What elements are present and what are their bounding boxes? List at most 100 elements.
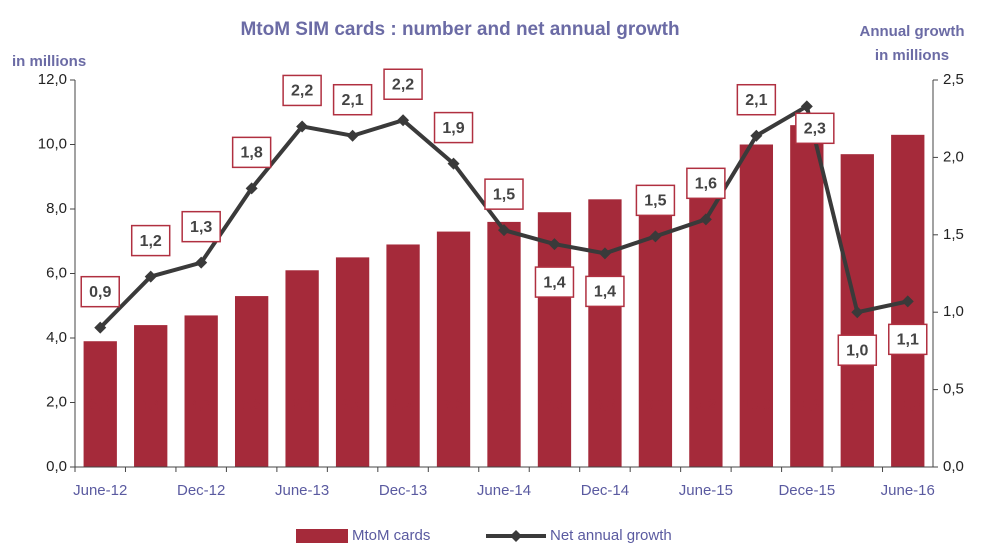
marker [498, 224, 510, 237]
bar-label: 7,6 [494, 396, 515, 413]
line-label: 2,1 [341, 92, 363, 109]
label-box [80, 275, 120, 308]
bar [487, 221, 521, 467]
marker [750, 129, 763, 142]
bar-label: 3,9 [90, 396, 111, 413]
bar-label: 7,9 [544, 396, 565, 413]
bar-label: 9,7 [847, 396, 868, 413]
y2-tick-label: 0,5 [943, 381, 964, 398]
bar [134, 325, 168, 467]
y2-tick-label: 2,5 [943, 71, 964, 88]
x-tick-label: Dec-13 [379, 482, 427, 499]
y2-axis-title: Annual growth [860, 23, 965, 40]
label-box [231, 136, 272, 169]
bar [285, 270, 319, 467]
legend-swatch [510, 530, 522, 542]
marker [447, 157, 460, 170]
bar-label: 10,0 [742, 396, 771, 413]
marker [699, 213, 712, 226]
x-tick-label: June-16 [881, 482, 935, 499]
bar-label: 5,3 [241, 396, 262, 413]
bar-label: 10,6 [792, 396, 821, 413]
label-box [534, 266, 575, 298]
bar-label: 8,7 [645, 396, 666, 413]
bar [184, 315, 218, 467]
legend-label: MtoM cards [352, 527, 430, 544]
bar [234, 296, 269, 467]
label-box [837, 334, 878, 366]
line-label: 1,0 [846, 342, 868, 359]
x-tick-label: Dec-12 [177, 482, 225, 499]
line-label: 2,1 [745, 92, 767, 109]
bar-label: 9,2 [695, 396, 716, 413]
y2-tick-label: 1,0 [943, 303, 964, 320]
legend-swatch [296, 529, 348, 543]
marker [296, 120, 309, 133]
bar [335, 257, 370, 467]
label-box [181, 210, 221, 243]
bar-label: 7,3 [443, 396, 464, 413]
line-label: 1,4 [543, 274, 565, 291]
label-box [383, 68, 423, 100]
x-tick-label: June-12 [73, 482, 127, 499]
y-tick-label: 4,0 [46, 329, 67, 346]
bar-label: 4,4 [140, 396, 162, 413]
bar [386, 244, 420, 467]
y2-axis-title: in millions [875, 47, 949, 64]
y-axis-title: in millions [12, 53, 86, 70]
line-label: 2,3 [804, 121, 826, 138]
marker [598, 247, 611, 260]
y-tick-label: 6,0 [46, 264, 67, 281]
line-label: 1,5 [493, 186, 515, 203]
marker [851, 306, 864, 319]
label-box [888, 323, 928, 356]
bar-label: 6,5 [342, 396, 363, 413]
y-tick-label: 0,0 [46, 458, 67, 475]
label-box [332, 83, 373, 116]
label-box [130, 224, 171, 257]
marker [548, 238, 561, 251]
label-box [635, 184, 676, 217]
y-tick-label: 2,0 [46, 393, 67, 410]
line-label: 1,4 [594, 284, 616, 301]
y2-tick-label: 0,0 [943, 458, 964, 475]
marker [397, 114, 410, 127]
y2-tick-label: 1,5 [943, 226, 964, 243]
x-tick-label: June-15 [679, 482, 733, 499]
line-label: 1,5 [644, 193, 666, 210]
x-tick-label: Dec-14 [581, 482, 629, 499]
bar-label: 6,9 [393, 396, 414, 413]
marker [144, 270, 157, 283]
marker [346, 129, 359, 142]
chart-title: MtoM SIM cards : number and net annual g… [240, 19, 679, 40]
marker [195, 256, 208, 269]
bar [588, 199, 622, 467]
label-box [282, 74, 322, 107]
bar-label: 6,1 [292, 396, 313, 413]
label-box [736, 83, 777, 116]
line-label: 0,9 [89, 284, 111, 301]
bar-label: 8,3 [595, 396, 616, 413]
y2-tick-label: 2,0 [943, 148, 964, 165]
line-label: 1,3 [190, 219, 212, 236]
bar-label: 4,7 [191, 396, 212, 413]
line-label: 2,2 [291, 83, 313, 100]
label-box [484, 178, 524, 210]
bar-label: 10,3 [893, 396, 922, 413]
line-label: 2,2 [392, 76, 414, 93]
bar [739, 144, 774, 467]
marker [800, 100, 813, 113]
marker [901, 295, 914, 308]
line-label: 1,2 [140, 233, 162, 250]
x-tick-label: June-13 [275, 482, 329, 499]
y-tick-label: 12,0 [38, 71, 67, 88]
y-tick-label: 8,0 [46, 200, 67, 217]
x-tick-label: June-14 [477, 482, 531, 499]
line-label: 1,1 [897, 332, 919, 349]
bar [537, 212, 572, 467]
bar [436, 231, 471, 467]
line-label: 1,9 [442, 120, 464, 137]
marker [245, 182, 258, 195]
label-box [795, 112, 835, 145]
